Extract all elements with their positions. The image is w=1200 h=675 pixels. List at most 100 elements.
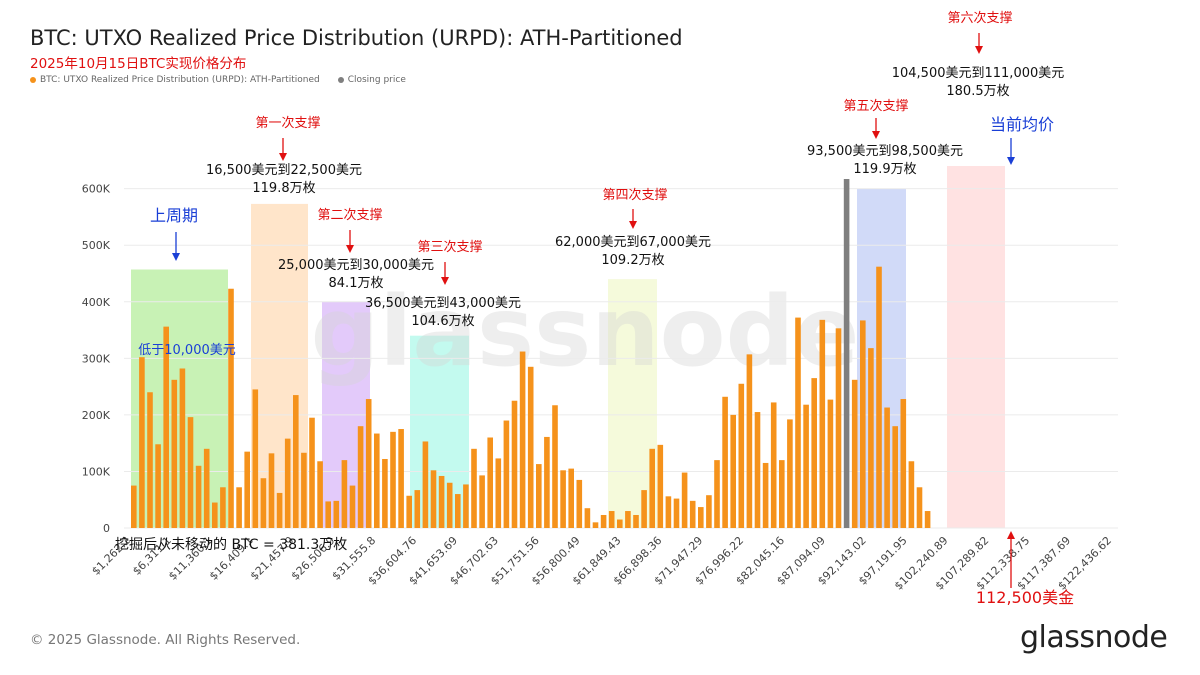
- bar: [284, 438, 291, 528]
- zone-amount-label: 180.5万枚: [946, 84, 1009, 99]
- bar: [892, 426, 898, 528]
- copyright: © 2025 Glassnode. All Rights Reserved.: [30, 632, 301, 648]
- annotation-below-10k: 低于10,000美元: [138, 343, 236, 358]
- annotation-support-5: 第五次支撑: [843, 98, 908, 114]
- bar: [568, 468, 574, 528]
- support-zone: [251, 203, 308, 528]
- bar: [851, 379, 858, 528]
- bar: [341, 460, 348, 528]
- y-tick-label: 400K: [82, 296, 111, 309]
- bar: [187, 417, 194, 528]
- annotation-support-6: 第六次支撑: [947, 10, 1012, 26]
- bar: [746, 354, 753, 528]
- bar: [770, 402, 777, 528]
- bar: [495, 458, 502, 528]
- bar: [349, 485, 356, 528]
- bar: [560, 470, 566, 528]
- closing-price-bar: [843, 179, 850, 528]
- glassnode-logo: glassnode: [1020, 620, 1168, 655]
- bar: [406, 495, 412, 528]
- annotation-support-3: 第三次支撑: [417, 239, 482, 255]
- bar: [665, 496, 672, 528]
- bar: [625, 511, 631, 528]
- bar: [681, 472, 688, 528]
- y-tick-label: 300K: [82, 352, 111, 365]
- legend-item-urpd[interactable]: BTC: UTXO Realized Price Distribution (U…: [30, 75, 320, 85]
- legend-item-closing-price[interactable]: Closing price: [337, 75, 406, 85]
- bar: [649, 448, 655, 528]
- bar: [811, 378, 817, 528]
- bar: [333, 500, 340, 528]
- annotation-support-2: 第二次支撑: [317, 207, 382, 223]
- bar: [787, 419, 793, 528]
- bar: [131, 485, 137, 528]
- bar: [592, 522, 599, 528]
- bar: [390, 431, 396, 528]
- arrowhead-support-2: [346, 245, 354, 253]
- bar: [487, 437, 493, 528]
- bar: [860, 320, 866, 528]
- bar: [511, 400, 518, 528]
- bar: [576, 479, 583, 528]
- bar: [722, 396, 728, 528]
- bar: [252, 389, 259, 528]
- bar: [698, 507, 704, 528]
- bar: [244, 451, 250, 528]
- bar: [730, 414, 736, 528]
- bar: [584, 508, 591, 528]
- arrowhead-prev-cycle: [172, 253, 180, 261]
- bar: [819, 319, 826, 528]
- annotation-support-4: 第四次支撑: [602, 187, 667, 203]
- bar: [503, 420, 510, 528]
- bar: [527, 366, 534, 528]
- bar: [309, 417, 315, 528]
- support-zone: [131, 269, 228, 528]
- bar: [536, 464, 542, 528]
- zone-range-label: 62,000美元到67,000美元: [555, 235, 711, 250]
- bar: [608, 511, 615, 528]
- bar: [876, 266, 882, 528]
- bar: [633, 514, 639, 528]
- bar: [155, 444, 161, 528]
- bar: [228, 288, 234, 528]
- annotation-avg-price: 当前均价: [990, 115, 1054, 134]
- y-tick-label: 200K: [82, 409, 111, 422]
- bar: [260, 478, 267, 528]
- legend-label-urpd: BTC: UTXO Realized Price Distribution (U…: [40, 75, 320, 85]
- zone-range-label: 93,500美元到98,500美元: [807, 144, 963, 159]
- bar: [884, 407, 890, 528]
- annotation-unmoved: 挖掘后从未移动的 BTC = 381.3万枚: [115, 537, 347, 553]
- arrowhead-price-now: [1007, 531, 1015, 539]
- watermark: glassnode: [311, 276, 860, 388]
- zone-range-label: 104,500美元到111,000美元: [892, 66, 1065, 81]
- bar: [374, 433, 380, 528]
- legend-swatch-urpd: [30, 77, 36, 83]
- bar: [463, 484, 469, 528]
- bar: [827, 399, 834, 528]
- bar: [738, 383, 745, 528]
- bar: [220, 487, 226, 528]
- arrowhead-avg-price: [1007, 157, 1015, 165]
- zone-range-label: 16,500美元到22,500美元: [206, 163, 362, 178]
- y-tick-label: 500K: [82, 239, 111, 252]
- bar: [365, 399, 372, 528]
- chart-title: BTC: UTXO Realized Price Distribution (U…: [30, 26, 683, 50]
- bar: [236, 487, 242, 528]
- bar: [803, 404, 809, 528]
- bar: [762, 462, 769, 528]
- bar: [203, 448, 210, 528]
- bar: [924, 511, 931, 528]
- bar: [673, 498, 680, 528]
- bar: [641, 490, 647, 528]
- bar: [325, 501, 331, 528]
- arrowhead-support-4: [629, 221, 637, 229]
- bar: [212, 502, 218, 528]
- bar: [519, 351, 526, 528]
- bar: [471, 448, 477, 528]
- bar: [268, 453, 275, 528]
- bar: [317, 461, 323, 528]
- bar: [147, 392, 153, 528]
- zone-amount-label: 119.9万枚: [853, 162, 916, 177]
- zone-amount-label: 119.8万枚: [252, 181, 315, 196]
- bar: [479, 475, 485, 528]
